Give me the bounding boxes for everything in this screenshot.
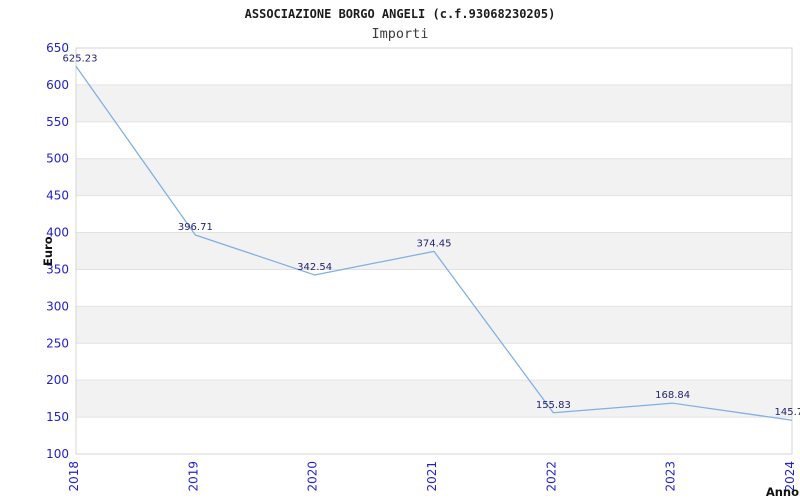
series-line-importi (75, 65, 793, 421)
plot-band (76, 306, 792, 344)
y-tick-label: 300 (46, 299, 69, 313)
data-point-label: 342.54 (297, 262, 332, 273)
plot-band (76, 380, 792, 418)
plot-band (76, 121, 792, 159)
x-axis-title: Anno (766, 485, 799, 499)
chart-subtitle: Importi (372, 26, 429, 42)
plot-band (76, 343, 792, 381)
data-point-label: 374.45 (417, 238, 452, 249)
data-point-label: 168.84 (655, 390, 690, 401)
y-tick-label: 350 (46, 262, 69, 276)
data-point-label: 145.79 (775, 407, 800, 418)
y-tick-label: 150 (46, 410, 69, 424)
y-tick-label: 500 (46, 152, 69, 166)
y-tick-label: 400 (46, 226, 69, 240)
y-tick-label: 600 (46, 78, 69, 92)
plot-band (76, 417, 792, 454)
y-tick-label: 450 (46, 189, 69, 203)
data-point-label: 396.71 (178, 222, 213, 233)
x-tick-label: 2018 (67, 461, 81, 492)
x-tick-label: 2023 (664, 461, 678, 492)
plot-band (76, 195, 792, 233)
x-tick-label: 2024 (783, 461, 797, 492)
plot-band (76, 269, 792, 307)
plot-band (76, 48, 792, 85)
x-tick-label: 2022 (544, 461, 558, 492)
x-tick-label: 2020 (306, 461, 320, 492)
y-tick-label: 550 (46, 115, 69, 129)
y-tick-label: 250 (46, 336, 69, 350)
x-tick-label: 2019 (186, 461, 200, 492)
y-tick-label: 200 (46, 373, 69, 387)
plot-band (76, 158, 792, 196)
plot-border (75, 47, 793, 455)
y-axis-title: Euro (41, 236, 55, 266)
plot-band (76, 84, 792, 122)
plot-area: 100 150 200 250 300 350 400 450 500 550 600 650 2018… (46, 41, 800, 492)
data-point-label: 155.83 (536, 400, 571, 411)
y-tick-label: 100 (46, 447, 69, 461)
chart-title: ASSOCIAZIONE BORGO ANGELI (c.f.930682302… (245, 7, 556, 21)
y-tick-label: 650 (46, 41, 69, 55)
x-tick-label: 2021 (425, 461, 439, 492)
data-point-label: 625.23 (63, 53, 98, 64)
